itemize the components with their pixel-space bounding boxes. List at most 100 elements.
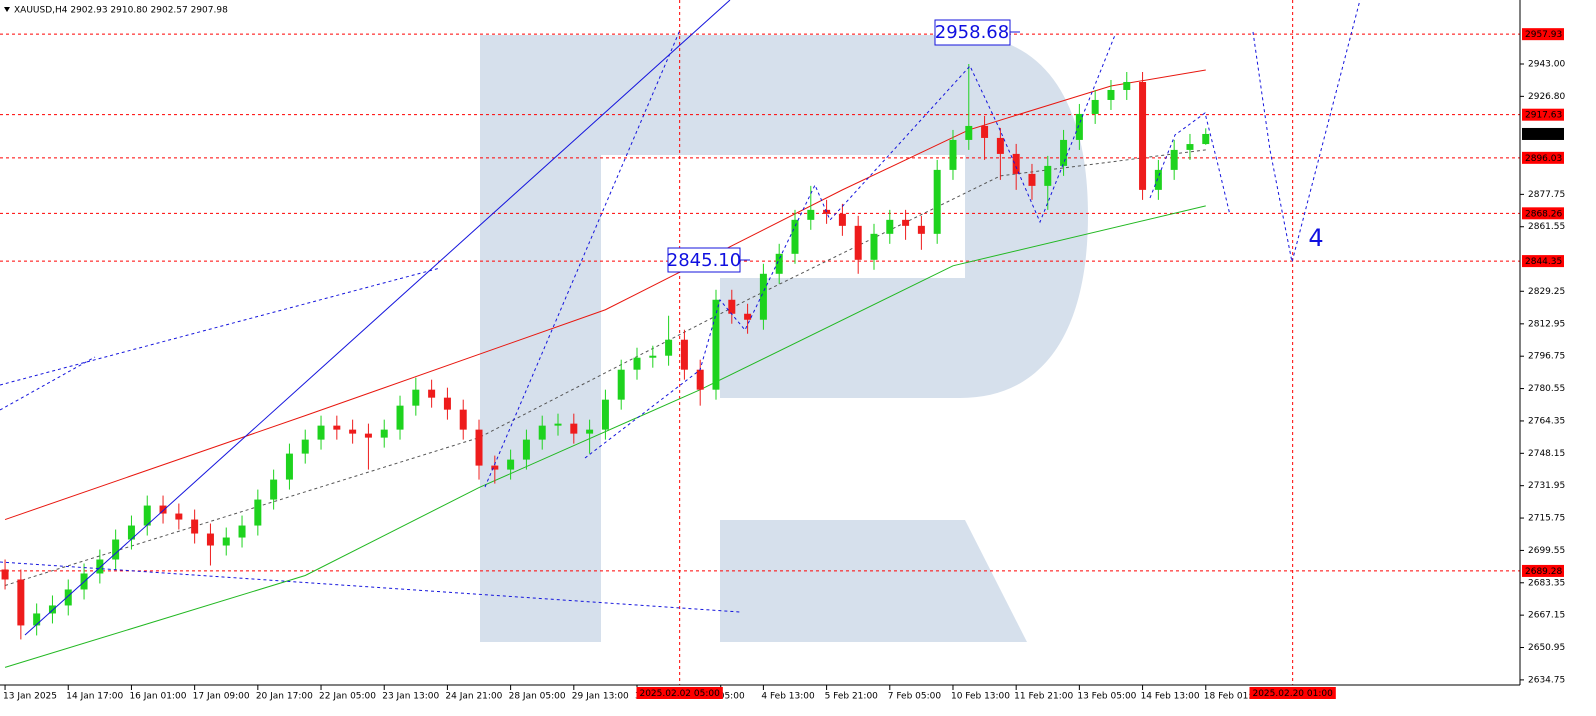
x-tick-label: 14 Jan 17:00 bbox=[66, 692, 123, 702]
candle-body bbox=[886, 219, 894, 234]
candle-body bbox=[680, 339, 688, 370]
candle-body bbox=[222, 537, 230, 546]
candle-body bbox=[538, 425, 546, 440]
candle-body bbox=[238, 525, 246, 538]
candle-body bbox=[728, 299, 736, 314]
x-tick-label: 17 Jan 09:00 bbox=[193, 692, 250, 702]
candle-body bbox=[1139, 81, 1147, 190]
x-tick-label: 7 Feb 05:00 bbox=[888, 692, 942, 702]
y-tick-label: 2926.80 bbox=[1528, 92, 1565, 102]
y-tick-label: 2943.00 bbox=[1528, 59, 1565, 69]
annotation: 2958.68 bbox=[935, 22, 1009, 43]
x-tick-label: 5 Feb 21:00 bbox=[825, 692, 879, 702]
channel-line bbox=[0, 356, 96, 411]
wave-label: 4 bbox=[1308, 224, 1323, 252]
y-tick-label: 2650.95 bbox=[1528, 643, 1565, 653]
candle-body bbox=[96, 559, 104, 574]
x-tick-label: 18 Feb 01:00 bbox=[1204, 692, 1263, 702]
price-level-label: 2917.63 bbox=[1525, 111, 1562, 121]
x-tick-label: 29 Jan 13:00 bbox=[572, 692, 629, 702]
watermark-bowl bbox=[601, 35, 1088, 398]
time-marker-label: 2025.02.20 01:00 bbox=[1252, 689, 1333, 699]
x-tick-label: 14 Feb 13:00 bbox=[1141, 692, 1200, 702]
candle-body bbox=[364, 433, 372, 438]
y-tick-label: 2877.75 bbox=[1528, 190, 1565, 200]
axes: 2943.00 2926.80 2877.75 2861.55 2829.25 2812.… bbox=[3, 28, 1565, 702]
x-tick-label: 05:00 bbox=[719, 692, 745, 702]
candle-body bbox=[301, 439, 309, 454]
time-marker-box bbox=[636, 687, 723, 699]
candle-body bbox=[807, 209, 815, 220]
y-tick-label: 2829.25 bbox=[1528, 287, 1565, 297]
x-tick-label: 22 Jan 05:00 bbox=[319, 692, 376, 702]
channel-line bbox=[0, 267, 441, 386]
candle-body bbox=[1, 569, 9, 580]
candle-body bbox=[317, 425, 325, 440]
candle-body bbox=[254, 499, 262, 526]
watermark-stem bbox=[480, 35, 601, 642]
candle-body bbox=[949, 139, 957, 170]
candle-body bbox=[665, 339, 673, 356]
wave-line bbox=[584, 34, 1116, 459]
candle-body bbox=[285, 453, 293, 480]
price-level-box bbox=[1522, 108, 1564, 121]
candle-body bbox=[1060, 139, 1068, 166]
y-tick-label: 2683.35 bbox=[1528, 578, 1565, 588]
y-tick-label: 2796.75 bbox=[1528, 352, 1565, 362]
price-level-box bbox=[1522, 151, 1564, 164]
candle-body bbox=[1044, 165, 1052, 186]
candle-body bbox=[965, 125, 973, 140]
annotations: 2958.68 2845.10 4 bbox=[667, 19, 1324, 273]
candle-body bbox=[1107, 89, 1115, 100]
candle-body bbox=[380, 429, 388, 438]
candle-body bbox=[459, 409, 467, 430]
candle-body bbox=[981, 125, 989, 138]
price-level-box bbox=[1522, 564, 1564, 577]
x-tick-label: 11 Feb 21:00 bbox=[1014, 692, 1073, 702]
candle-body bbox=[143, 505, 151, 526]
candle-body bbox=[270, 479, 278, 500]
y-tick-label: 2780.55 bbox=[1528, 384, 1565, 394]
candle-body bbox=[475, 429, 483, 466]
candle-body bbox=[649, 355, 657, 358]
header-arrow bbox=[4, 7, 10, 12]
candle-body bbox=[175, 513, 183, 520]
candle-body bbox=[917, 225, 925, 234]
price-level-label: 2896.03 bbox=[1525, 154, 1562, 164]
forecast-line bbox=[1252, 0, 1361, 263]
candle-body bbox=[870, 233, 878, 260]
forecast-line bbox=[1149, 112, 1231, 216]
candle-body bbox=[554, 423, 562, 426]
candle-body bbox=[759, 273, 767, 320]
candle-body bbox=[112, 539, 120, 560]
candle-body bbox=[412, 389, 420, 406]
candle-body bbox=[1075, 113, 1083, 140]
channel-line bbox=[0, 561, 741, 613]
price-level-box bbox=[1522, 207, 1564, 220]
candle-body bbox=[33, 613, 41, 626]
wave-drawings bbox=[0, 0, 1361, 636]
candle-body bbox=[744, 313, 752, 320]
candle-body bbox=[775, 253, 783, 274]
watermark-leg bbox=[720, 520, 1027, 642]
x-tick-label: 24 Jan 21:00 bbox=[445, 692, 502, 702]
y-tick-label: 2764.35 bbox=[1528, 416, 1565, 426]
candle-body bbox=[333, 425, 341, 430]
candle-body bbox=[933, 169, 941, 234]
y-tick-label: 2699.55 bbox=[1528, 546, 1565, 556]
candle-body bbox=[428, 389, 436, 398]
price-level-label: 2844.35 bbox=[1525, 257, 1562, 267]
candle-body bbox=[838, 213, 846, 226]
trend-line bbox=[24, 0, 731, 636]
annotation: 2845.10 bbox=[667, 250, 741, 271]
price-level-label: 2957.93 bbox=[1525, 30, 1562, 40]
y-tick-label: 2861.55 bbox=[1528, 222, 1565, 232]
candle-body bbox=[127, 525, 135, 540]
plot bbox=[0, 0, 1520, 685]
y-tick-label: 2731.95 bbox=[1528, 481, 1565, 491]
price-level-label: 2689.28 bbox=[1525, 567, 1562, 577]
candle-body bbox=[601, 399, 609, 430]
y-tick-label: 2812.95 bbox=[1528, 319, 1565, 329]
time-marker-label: 2025.02.02 05:00 bbox=[639, 689, 720, 699]
candle-body bbox=[791, 219, 799, 254]
